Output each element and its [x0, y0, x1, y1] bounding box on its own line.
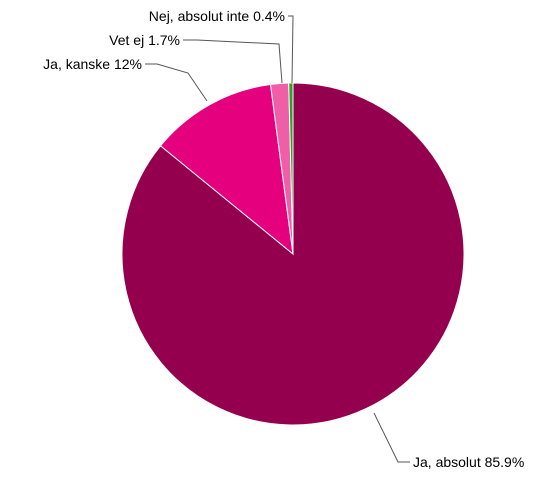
- slice-label-1: Ja, kanske 12%: [43, 56, 142, 72]
- leader-line-2: [183, 39, 283, 84]
- slice-labels: Ja, absolut 85.9% Ja, kanske 12% Vet ej 1.…: [43, 8, 524, 470]
- slice-label-2: Vet ej 1.7%: [109, 32, 180, 48]
- leader-line-3: [288, 15, 294, 84]
- pie-slice-3: [288, 82, 294, 255]
- slice-label-3: Nej, absolut inte 0.4%: [149, 8, 285, 24]
- slice-label-0: Ja, absolut 85.9%: [413, 454, 524, 470]
- leader-line-1: [145, 63, 208, 102]
- pie-slice-0: [121, 82, 465, 426]
- leader-line-0: [373, 412, 410, 463]
- pie-slice-1: [159, 83, 294, 256]
- pie-slices: [121, 82, 465, 426]
- label-leaders: [145, 15, 410, 463]
